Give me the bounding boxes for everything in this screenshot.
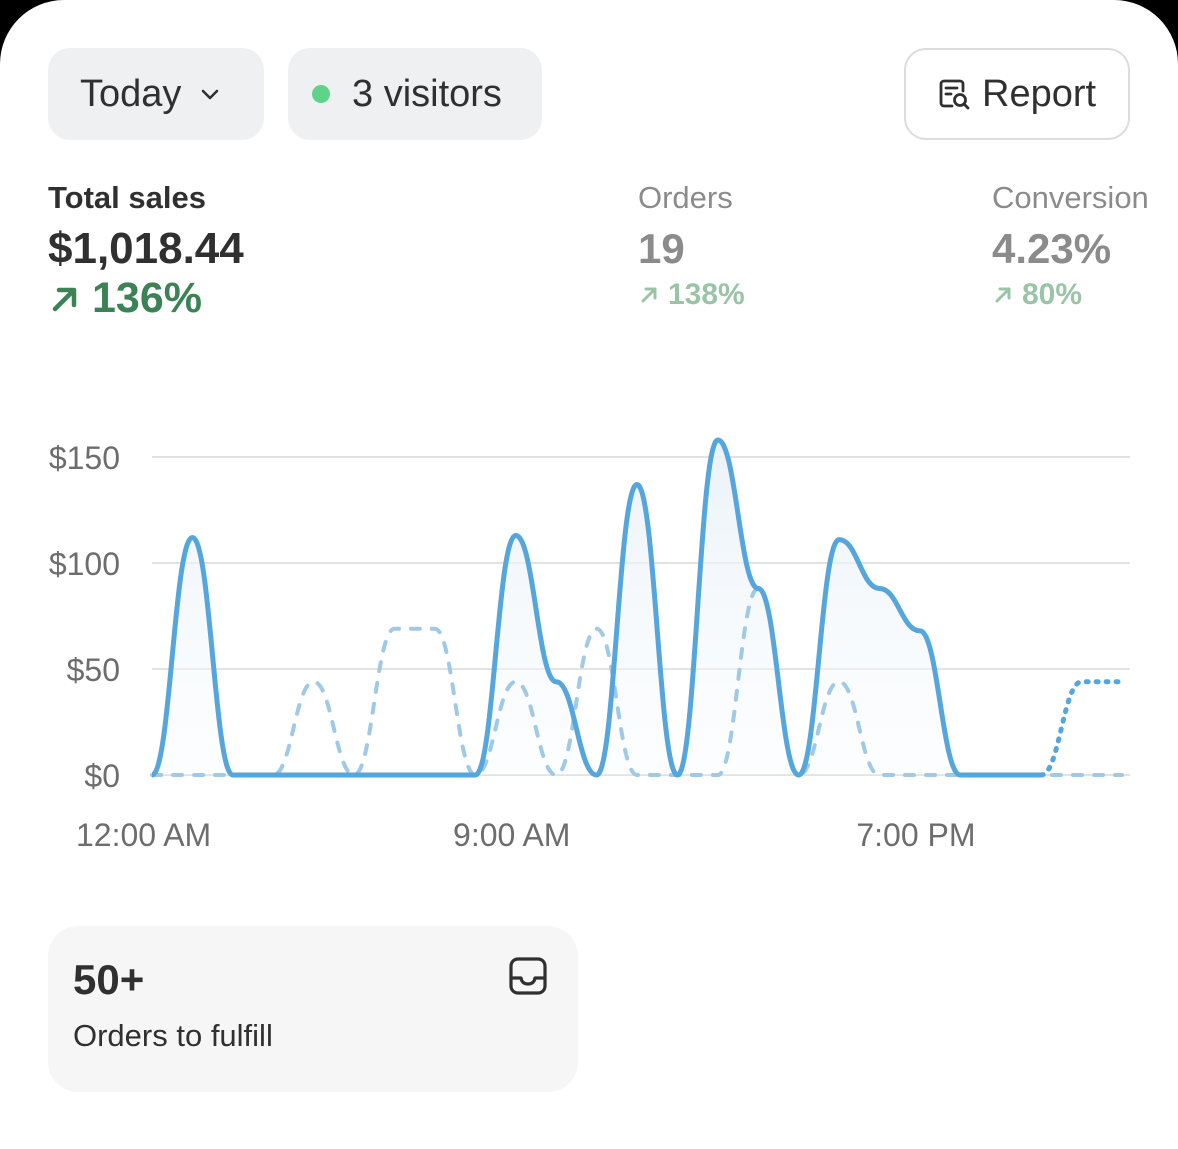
report-label: Report — [982, 72, 1097, 115]
metric-change: 80% — [992, 278, 1149, 312]
y-tick-label: $50 — [67, 652, 120, 688]
total-sales-metric[interactable]: Total sales $1,018.44 136% — [48, 180, 244, 323]
x-tick-label: 9:00 AM — [453, 817, 570, 853]
metric-value: $1,018.44 — [48, 224, 244, 273]
metric-label: Orders — [638, 180, 733, 215]
fulfill-count: 50+ — [73, 956, 145, 1003]
sales-series-line — [149, 437, 1042, 778]
metric-value: 4.23% — [992, 225, 1112, 272]
report-button[interactable]: Report — [904, 48, 1130, 140]
arrow-up-right-icon — [995, 287, 1011, 303]
report-search-icon — [939, 79, 970, 110]
date-range-dropdown[interactable]: Today — [48, 48, 264, 140]
orders-to-fulfill-card[interactable]: 50+ Orders to fulfill — [48, 926, 578, 1092]
metric-change-value: 136% — [92, 274, 202, 322]
metric-change-value: 138% — [668, 278, 745, 311]
y-tick-label: $100 — [49, 546, 120, 582]
y-tick-label: $150 — [49, 440, 120, 476]
live-visitors-badge[interactable]: 3 visitors — [288, 48, 542, 140]
metric-change: 138% — [638, 278, 745, 312]
sales-projection-line — [1038, 679, 1125, 778]
date-range-label: Today — [80, 72, 182, 115]
chevron-down-icon — [202, 89, 219, 100]
metric-label: Total sales — [48, 180, 206, 215]
metric-value: 19 — [638, 225, 685, 272]
arrow-up-right-icon — [641, 287, 657, 303]
fulfill-label: Orders to fulfill — [73, 1018, 273, 1053]
conversion-metric[interactable]: Conversion 4.23% 80% — [992, 180, 1149, 312]
x-tick-label: 7:00 PM — [856, 817, 975, 853]
live-status-dot-icon — [312, 85, 330, 103]
x-tick-label: 12:00 AM — [76, 817, 211, 853]
arrow-up-right-icon — [52, 287, 77, 311]
inbox-tray-icon — [509, 957, 547, 995]
y-tick-label: $0 — [84, 758, 120, 794]
sales-chart: $0 $50 $100 $150 12:00 AM 9:00 AM 7:00 PM — [49, 437, 1130, 853]
metric-change-value: 80% — [1022, 278, 1083, 311]
visitors-count: 3 visitors — [352, 72, 502, 115]
sales-area-fill — [152, 440, 1042, 775]
metric-label: Conversion — [992, 180, 1149, 215]
metric-change: 136% — [48, 274, 244, 323]
orders-metric[interactable]: Orders 19 138% — [638, 180, 745, 312]
